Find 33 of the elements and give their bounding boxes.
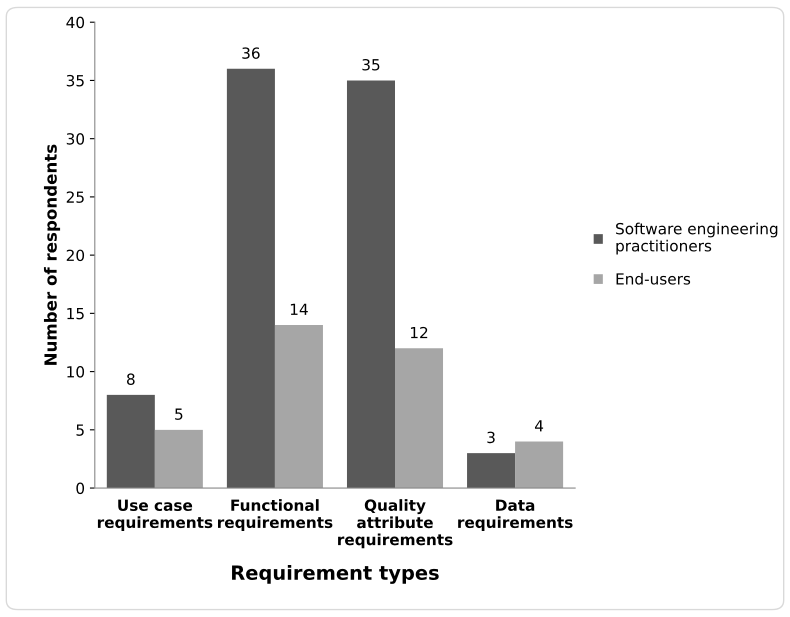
bar: [467, 453, 516, 488]
x-tick-label: Quality attribute requirements: [338, 499, 452, 548]
y-tick-label: 40: [66, 16, 84, 28]
y-tick-label: 30: [66, 133, 84, 145]
bar: [346, 80, 395, 488]
x-tick-label: Use case requirements: [98, 500, 212, 532]
y-tick-label: 5: [76, 424, 84, 436]
legend-label: End-users: [616, 272, 690, 285]
bar: [515, 441, 564, 488]
bar: [154, 430, 203, 488]
data-label: 5: [175, 408, 182, 420]
data-label: 8: [127, 373, 135, 385]
y-tick-label: 15: [67, 308, 84, 320]
data-label: 35: [362, 58, 380, 71]
data-label: 3: [487, 432, 495, 444]
data-label: 36: [242, 47, 260, 59]
y-tick-label: 25: [66, 191, 84, 203]
y-tick-label: 35: [66, 74, 84, 86]
y-tick-label: 0: [76, 482, 84, 494]
data-label: 4: [534, 420, 544, 432]
bar: [106, 394, 155, 488]
y-axis-title: Number of respondents: [44, 144, 60, 365]
bar: [226, 68, 275, 488]
x-axis-title: Requirement types: [232, 564, 439, 584]
y-tick-label: 20: [66, 250, 84, 262]
bar: [274, 325, 323, 488]
bar: [395, 348, 444, 488]
x-tick-label: Functional requirements: [218, 499, 332, 532]
legend-label: Software engineering practitioners: [616, 222, 778, 255]
x-tick-label: Data requirements: [458, 500, 573, 532]
data-label: 14: [290, 304, 308, 315]
data-label: 12: [410, 326, 428, 338]
y-tick-label: 10: [67, 366, 84, 378]
